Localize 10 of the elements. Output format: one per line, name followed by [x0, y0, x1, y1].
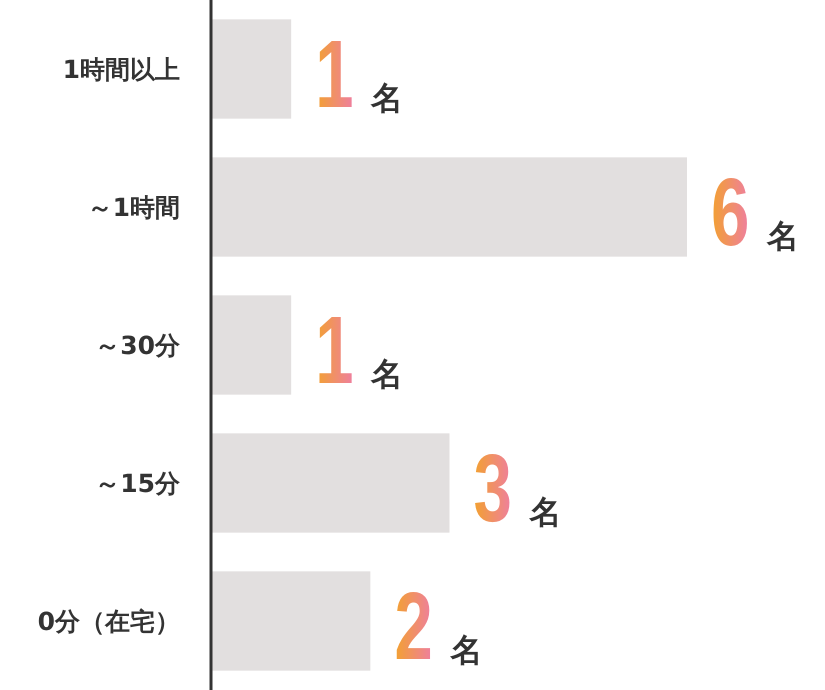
y-tick-label: 1時間以上: [62, 55, 180, 84]
bar: [212, 19, 292, 119]
y-tick-label: ～1時間: [88, 193, 180, 222]
bar: [212, 295, 292, 395]
bar: [212, 571, 370, 671]
bar: [212, 433, 450, 533]
y-tick-label: ～30分: [95, 331, 181, 360]
y-tick-label: 0分（在宅）: [38, 607, 180, 636]
y-tick-label: ～15分: [95, 469, 181, 498]
bar: [212, 157, 687, 257]
